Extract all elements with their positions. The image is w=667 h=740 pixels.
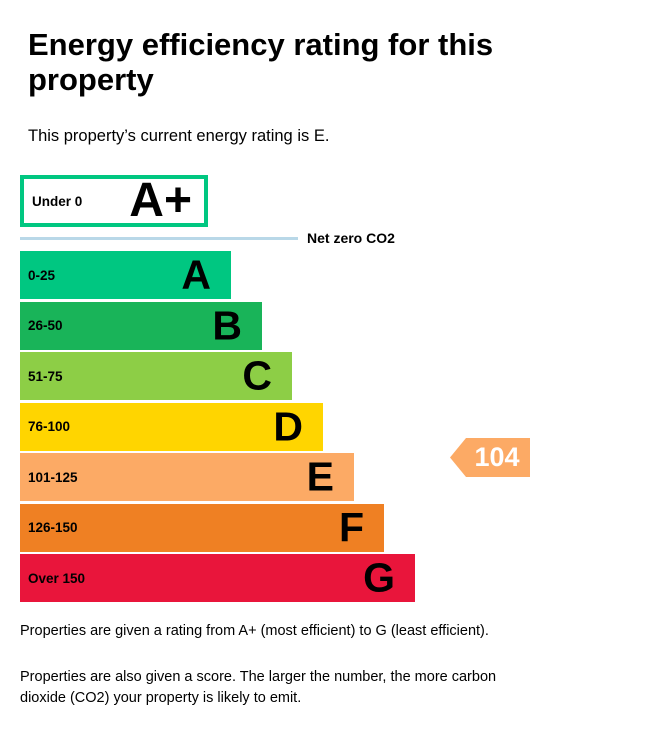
score-pointer: 104 [450, 438, 530, 477]
band-a-range: 0-25 [28, 267, 56, 283]
band-b-letter: B [212, 302, 242, 348]
page-title: Energy efficiency rating for this propert… [28, 27, 493, 97]
band-d: 76-100 D [20, 402, 323, 451]
band-g-range: Over 150 [28, 570, 86, 586]
band-c: 51-75 C [20, 352, 292, 400]
footer-para-2: Properties are also given a score. The l… [20, 667, 580, 709]
band-b-range: 26-50 [28, 318, 63, 333]
band-a-letter: A [181, 251, 211, 298]
band-d-range: 76-100 [28, 419, 71, 434]
footer-para-2-line1: Properties are also given a score. The l… [20, 669, 497, 685]
band-g: Over 150 G [20, 554, 415, 602]
net-zero-line [20, 237, 298, 240]
band-d-letter: D [273, 403, 303, 449]
band-c-range: 51-75 [28, 368, 63, 384]
band-a-plus: Under 0 A+ [20, 175, 208, 227]
net-zero-label: Net zero CO2 [307, 230, 395, 246]
band-g-letter: G [363, 554, 395, 601]
score-value: 104 [474, 442, 520, 472]
band-f: 126-150 F [20, 503, 384, 552]
band-a-plus-range: Under 0 [32, 193, 83, 209]
footer-para-2-line2: dioxide (CO2) your property is likely to… [20, 690, 302, 706]
band-e-letter: E [306, 453, 334, 500]
band-c-letter: C [242, 352, 272, 399]
band-e: 101-125 E [20, 453, 354, 501]
footer-para-1: Properties are given a rating from A+ (m… [20, 623, 489, 639]
band-e-range: 101-125 [28, 469, 78, 485]
band-a: 0-25 A [20, 251, 231, 299]
page-title-line2: property [28, 62, 154, 97]
band-b: 26-50 B [20, 301, 262, 350]
band-f-letter: F [338, 504, 364, 550]
current-rating-text: This property’s current energy rating is… [28, 127, 330, 145]
band-a-plus-letter: A+ [129, 174, 192, 227]
band-f-range: 126-150 [28, 520, 78, 535]
page-title-line1: Energy efficiency rating for this [28, 27, 494, 62]
energy-rating-chart: Under 0 A+ Net zero CO2 0-25 A 26-50 B 5… [20, 175, 560, 607]
